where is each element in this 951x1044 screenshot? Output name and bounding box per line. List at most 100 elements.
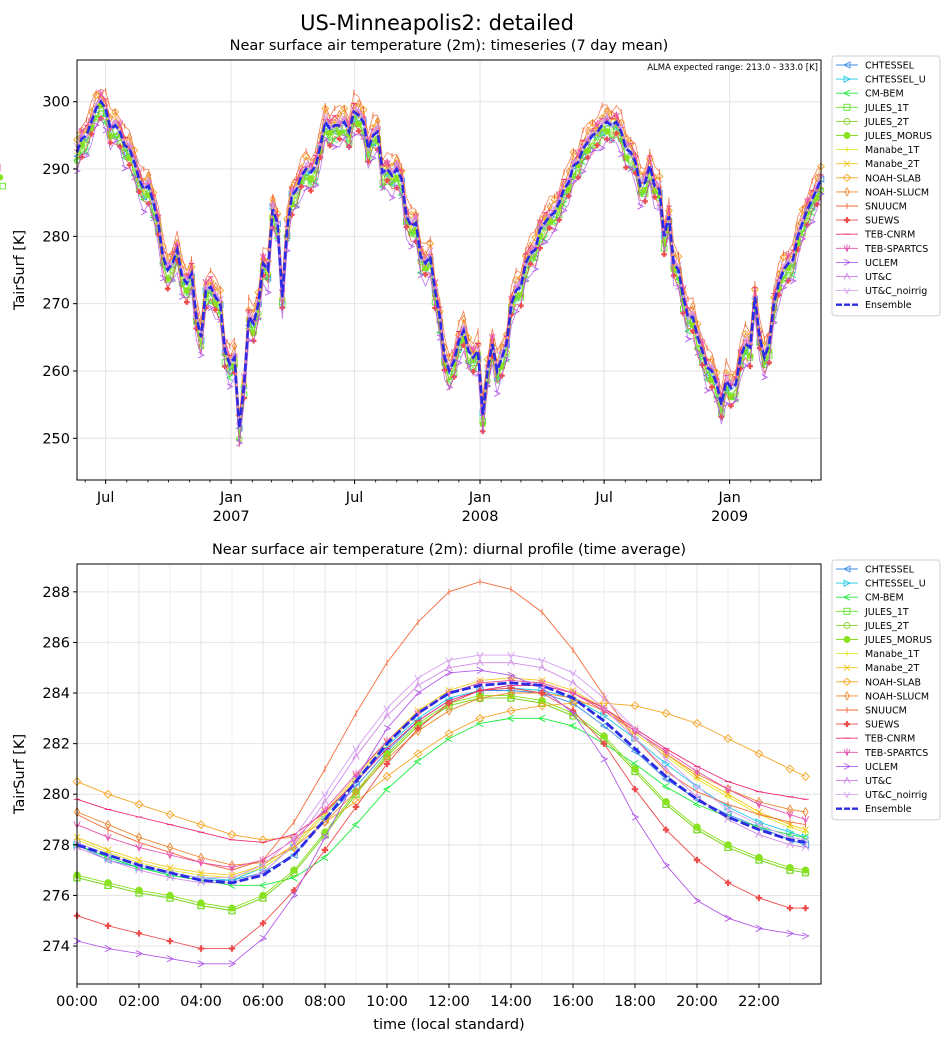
timeseries-y-label: TairSurf [K] bbox=[12, 230, 28, 311]
series-markers-SUEWS bbox=[73, 684, 809, 952]
series-markers-CM-BEM bbox=[72, 714, 809, 889]
data-point bbox=[159, 275, 167, 282]
data-point bbox=[493, 377, 501, 384]
legend-label: TEB-SPARTCS bbox=[864, 748, 928, 759]
legend-entry: UT&C bbox=[836, 272, 892, 283]
data-point bbox=[228, 863, 236, 872]
data-point bbox=[661, 783, 670, 791]
data-point bbox=[340, 104, 349, 113]
data-point bbox=[445, 656, 453, 665]
data-point bbox=[802, 932, 810, 940]
data-point bbox=[754, 749, 764, 759]
data-point bbox=[570, 178, 578, 185]
data-point bbox=[693, 856, 701, 864]
data-point bbox=[116, 119, 124, 128]
data-point bbox=[164, 285, 171, 292]
legend-entry: UCLEM bbox=[836, 762, 898, 773]
data-point bbox=[131, 173, 139, 181]
data-point bbox=[724, 815, 732, 823]
data-point bbox=[183, 287, 191, 294]
legend-marker bbox=[844, 721, 850, 728]
data-point bbox=[522, 277, 530, 284]
data-point bbox=[662, 861, 671, 869]
x-tick-label: 10:00 bbox=[366, 994, 408, 1010]
data-point bbox=[538, 663, 546, 672]
data-point bbox=[436, 314, 443, 322]
data-point bbox=[321, 817, 329, 828]
series-markers-UCLEM bbox=[73, 666, 810, 968]
data-point bbox=[321, 846, 329, 854]
data-point bbox=[135, 856, 143, 864]
data-point bbox=[228, 874, 236, 882]
legend-entry: TEB-CNRM bbox=[836, 230, 915, 241]
data-point bbox=[569, 709, 578, 717]
data-point bbox=[723, 734, 733, 744]
data-point bbox=[780, 260, 787, 268]
legend-marker bbox=[844, 691, 850, 701]
data-point bbox=[414, 681, 422, 689]
x-tick-label: 08:00 bbox=[304, 994, 346, 1010]
data-point bbox=[104, 855, 112, 864]
data-point bbox=[662, 764, 670, 773]
data-point bbox=[441, 367, 448, 373]
legend-marker bbox=[843, 748, 851, 757]
data-point bbox=[693, 767, 701, 776]
data-point bbox=[580, 168, 587, 175]
data-point bbox=[494, 390, 501, 397]
data-point bbox=[662, 755, 670, 764]
data-point bbox=[613, 111, 620, 120]
data-point bbox=[708, 362, 716, 370]
data-point bbox=[207, 304, 215, 311]
data-point bbox=[728, 402, 734, 409]
data-point bbox=[104, 833, 112, 842]
x-tick-year-label: 2008 bbox=[462, 509, 499, 525]
data-point bbox=[231, 341, 238, 351]
legend-marker bbox=[843, 287, 851, 295]
legend-label: JULES_1T bbox=[864, 103, 909, 114]
data-point bbox=[445, 705, 453, 716]
data-point bbox=[427, 247, 434, 254]
data-point bbox=[166, 873, 174, 882]
x-tick-label: Jul bbox=[96, 490, 115, 506]
data-point bbox=[351, 820, 360, 829]
data-point bbox=[684, 313, 692, 321]
data-point bbox=[382, 785, 391, 793]
legend-entry: JULES_MORUS bbox=[836, 635, 932, 646]
x-tick-label: Jan bbox=[219, 490, 242, 506]
data-point bbox=[801, 836, 810, 844]
data-point bbox=[384, 159, 391, 167]
legend-label: Manabe_2T bbox=[865, 159, 920, 170]
data-point bbox=[259, 934, 268, 943]
data-point bbox=[312, 163, 319, 171]
legend-entry: NOAH-SLAB bbox=[836, 677, 921, 688]
data-point bbox=[506, 706, 516, 716]
data-point bbox=[365, 158, 371, 165]
data-point bbox=[631, 813, 640, 821]
data-point bbox=[197, 899, 205, 907]
data-point bbox=[336, 109, 343, 119]
data-point bbox=[169, 276, 177, 284]
data-point bbox=[383, 704, 391, 713]
legend-entry: JULES_MORUS bbox=[836, 131, 932, 142]
legend-entry: JULES_1T bbox=[836, 607, 909, 618]
data-point bbox=[613, 130, 620, 137]
data-point bbox=[274, 235, 282, 242]
data-point bbox=[755, 894, 763, 902]
data-point bbox=[555, 196, 563, 204]
legend-entry: NOAH-SLUCM bbox=[836, 187, 929, 198]
y-tick-label: 274 bbox=[42, 939, 70, 955]
data-point bbox=[198, 351, 205, 359]
data-point bbox=[445, 669, 454, 677]
data-point bbox=[540, 212, 549, 221]
x-tick-label: 22:00 bbox=[738, 994, 780, 1010]
legend-label: CHTESSEL bbox=[865, 61, 915, 72]
y-tick-label: 284 bbox=[42, 686, 70, 702]
series-line-UT&C_noirrig bbox=[76, 654, 806, 879]
data-point bbox=[661, 708, 671, 718]
data-point bbox=[560, 207, 568, 214]
data-point bbox=[670, 272, 677, 279]
data-point bbox=[662, 747, 670, 756]
data-point bbox=[226, 383, 234, 390]
legend-marker bbox=[842, 61, 851, 69]
timeseries-legend: CHTESSEL CHTESSEL_U CM-BEM JULES_1T JULES_2T… bbox=[831, 55, 941, 317]
